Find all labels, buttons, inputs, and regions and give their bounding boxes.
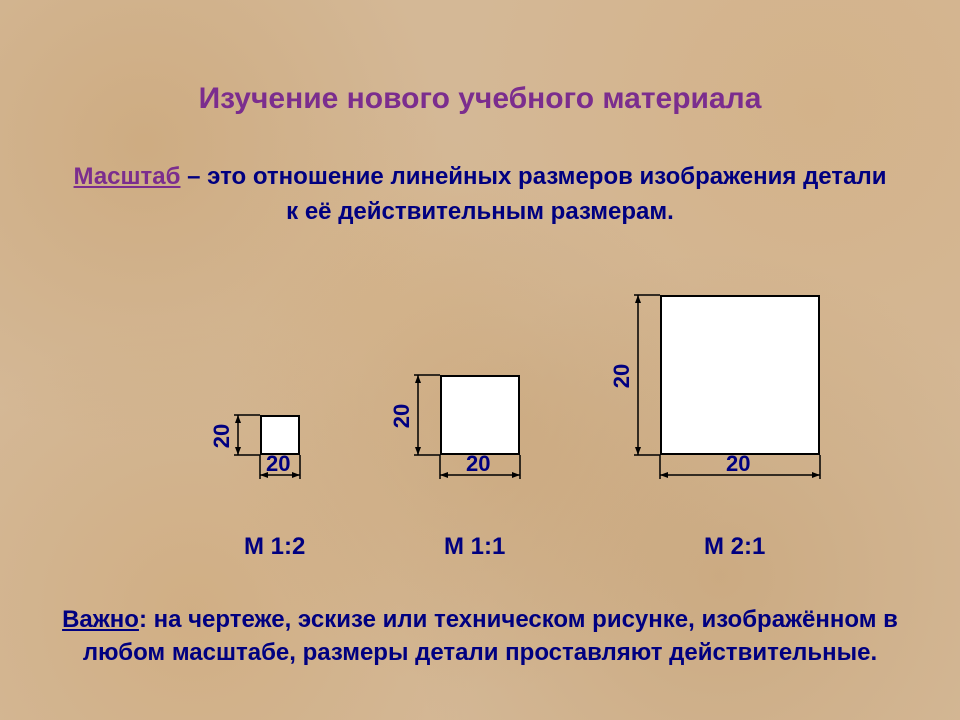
scale-square	[660, 295, 820, 455]
definition-block: Масштаб – это отношение линейных размеро…	[70, 160, 890, 230]
scale-square	[260, 415, 300, 455]
slide-title: Изучение нового учебного материала	[0, 82, 960, 116]
note-block: Важно: на чертеже, эскизе или техническо…	[55, 603, 905, 670]
dim-value: 20	[209, 424, 235, 448]
definition-text: – это отношение линейных размеров изобра…	[180, 163, 886, 225]
dim-value: 20	[466, 451, 490, 477]
dim-value: 20	[609, 364, 635, 388]
note-term: Важно	[62, 606, 139, 633]
scale-label: М 2:1	[704, 533, 765, 561]
scale-label-row: М 1:2 М 1:1 М 2:1	[0, 533, 960, 563]
dim-value: 20	[266, 451, 290, 477]
scale-square	[440, 375, 520, 455]
dim-value: 20	[389, 404, 415, 428]
term-word: Масштаб	[74, 163, 181, 190]
scale-label: М 1:1	[444, 533, 505, 561]
dim-value: 20	[726, 451, 750, 477]
diagram-row: 20 20 20 20 20 20	[0, 290, 960, 500]
note-text: : на чертеже, эскизе или техническом рис…	[83, 606, 898, 667]
scale-label: М 1:2	[244, 533, 305, 561]
